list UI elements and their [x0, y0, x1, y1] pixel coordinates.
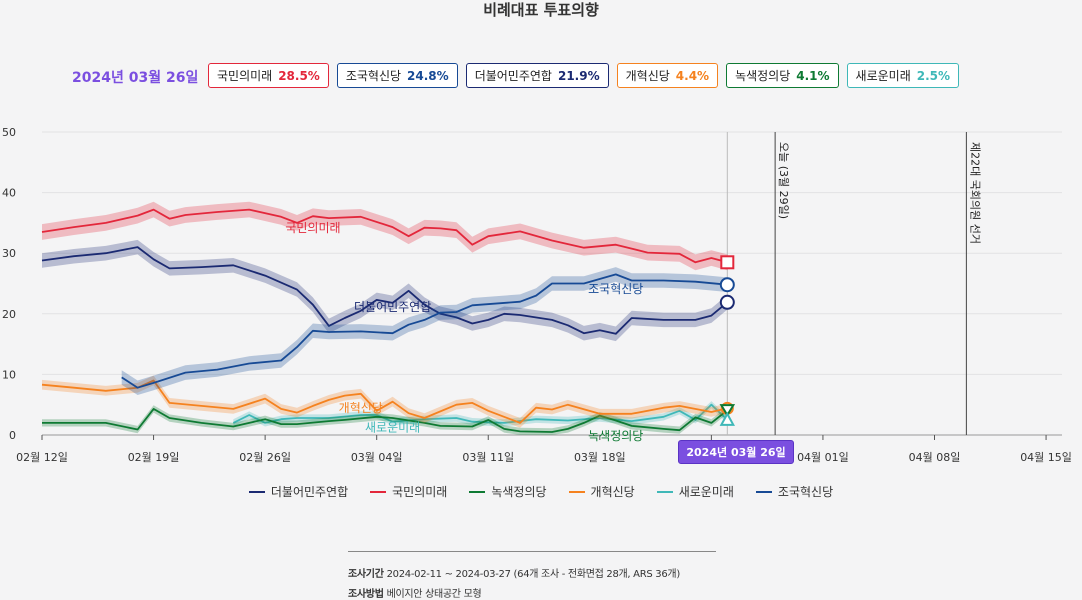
end-marker — [719, 404, 736, 418]
x-tick-label: 04월 08일 — [909, 450, 961, 464]
series-band — [121, 267, 728, 395]
party-badge[interactable]: 조국혁신당 24.8% — [336, 63, 458, 88]
party-badge[interactable]: 새로운미래 2.5% — [846, 63, 960, 88]
chart-legend: 더불어민주연합 국민의미래 녹색정의당 개혁신당 새로운미래 조국혁신당 — [0, 483, 1082, 500]
series-inline-label: 녹색정의당 — [588, 429, 643, 443]
series-line — [232, 403, 728, 424]
series-line — [121, 273, 728, 389]
legend-swatch — [755, 490, 772, 493]
x-tick-label: 02월 26일 — [239, 450, 291, 464]
today-label: 오늘 (3월 29일) — [777, 142, 791, 219]
party-badge-name: 녹색정의당 — [735, 69, 791, 83]
party-badges: 국민의미래 28.5% 조국혁신당 24.8% 더불어민주연합 21.9% 개혁신당 4.4%… — [208, 63, 960, 88]
party-badge[interactable]: 국민의미래 28.5% — [208, 63, 329, 88]
x-tick-label: 02월 12일 — [16, 450, 68, 464]
legend-swatch — [370, 490, 387, 493]
poll-chart[interactable]: 0 10 20 30 40 50 02월 12일 02월 19일 02월 26일 03월 04일 0… — [0, 0, 1082, 480]
series-line — [41, 246, 728, 335]
party-badge-pct: 4.4% — [675, 68, 710, 83]
x-tick-label: 03월 11일 — [462, 450, 514, 464]
series-band — [42, 405, 728, 435]
party-badge-name: 개혁신당 — [625, 69, 670, 83]
end-marker — [719, 277, 735, 293]
party-badge-pct: 4.1% — [796, 68, 830, 83]
party-badge-pct: 28.5% — [278, 68, 320, 83]
party-badge-name: 조국혁신당 — [345, 69, 402, 83]
legend-item[interactable]: 더불어민주연합 — [248, 483, 349, 500]
y-tick-label: 20 — [2, 308, 16, 321]
survey-method-label: 조사방법 — [348, 589, 384, 600]
series-inline-label: 더불어민주연합 — [354, 300, 431, 314]
selected-date-label: 2024년 03월 26일 — [72, 70, 199, 86]
series-inline-label: 개혁신당 — [339, 401, 383, 415]
survey-period: 조사기간 2024-02-11 ~ 2024-03-27 (64개 조사 - 전화… — [348, 565, 680, 580]
series-line — [41, 208, 728, 264]
page-title: 비례대표 투표의향 — [483, 1, 599, 19]
series-band — [233, 401, 728, 427]
party-badge[interactable]: 더불어민주연합 21.9% — [465, 63, 609, 88]
legend-item[interactable]: 녹색정의당 — [469, 483, 547, 500]
series-inline-label: 새로운미래 — [365, 420, 420, 434]
x-tick-label: 02월 19일 — [128, 450, 180, 464]
y-tick-label: 40 — [2, 187, 16, 200]
legend-label: 녹색정의당 — [491, 485, 547, 499]
survey-method-value: 베이지안 상태공간 모형 — [386, 589, 482, 600]
series-band — [42, 201, 728, 271]
legend-swatch — [469, 490, 486, 493]
series-inline-label: 국민의미래 — [285, 221, 340, 235]
party-badge-name: 더불어민주연합 — [474, 69, 552, 83]
y-tick-label: 10 — [2, 368, 16, 381]
x-tick-label: 04월 15일 — [1020, 450, 1072, 464]
series-line — [41, 379, 728, 424]
legend-item[interactable]: 새로운미래 — [656, 483, 734, 500]
x-tick-label: 03월 04일 — [351, 450, 403, 464]
x-tick-label: 03월 18일 — [574, 450, 626, 464]
y-tick-label: 0 — [9, 429, 16, 442]
party-badge-pct: 2.5% — [916, 68, 951, 83]
legend-item[interactable]: 국민의미래 — [370, 483, 447, 500]
survey-method: 조사방법 베이지안 상태공간 모형 — [348, 585, 482, 600]
legend-swatch — [248, 490, 265, 493]
legend-label: 국민의미래 — [392, 485, 448, 499]
legend-label: 조국혁신당 — [777, 485, 834, 499]
y-tick-label: 30 — [2, 247, 16, 260]
legend-swatch — [568, 490, 585, 493]
hover-date-pill: 2024년 03월 26일 — [678, 440, 794, 464]
end-marker — [719, 411, 735, 426]
footer-divider — [348, 551, 716, 552]
legend-item[interactable]: 조국혁신당 — [755, 483, 834, 500]
end-marker — [719, 294, 735, 310]
legend-label: 더불어민주연합 — [270, 485, 349, 499]
legend-label: 새로운미래 — [678, 485, 734, 499]
series-line — [42, 408, 728, 433]
party-badge[interactable]: 녹색정의당 4.1% — [726, 63, 839, 88]
party-badge-pct: 21.9% — [557, 68, 600, 83]
series-band — [42, 239, 728, 342]
legend-label: 개혁신당 — [590, 485, 635, 499]
survey-period-label: 조사기간 — [348, 569, 384, 580]
party-badge-pct: 24.8% — [407, 68, 449, 83]
series-band — [42, 375, 728, 428]
y-tick-label: 50 — [2, 126, 16, 139]
election-label: 제22대 국회의원 선거 — [968, 142, 981, 244]
party-badge-name: 새로운미래 — [855, 69, 911, 83]
survey-period-value: 2024-02-11 ~ 2024-03-27 (64개 조사 - 전화면접 2… — [386, 569, 681, 580]
legend-item[interactable]: 개혁신당 — [568, 483, 635, 500]
party-badge-name: 국민의미래 — [217, 69, 273, 83]
series-inline-label: 조국혁신당 — [588, 282, 643, 296]
end-marker — [720, 255, 735, 270]
x-tick-label: 04월 01일 — [797, 450, 849, 464]
legend-swatch — [656, 490, 673, 493]
party-badge[interactable]: 개혁신당 4.4% — [616, 63, 719, 88]
